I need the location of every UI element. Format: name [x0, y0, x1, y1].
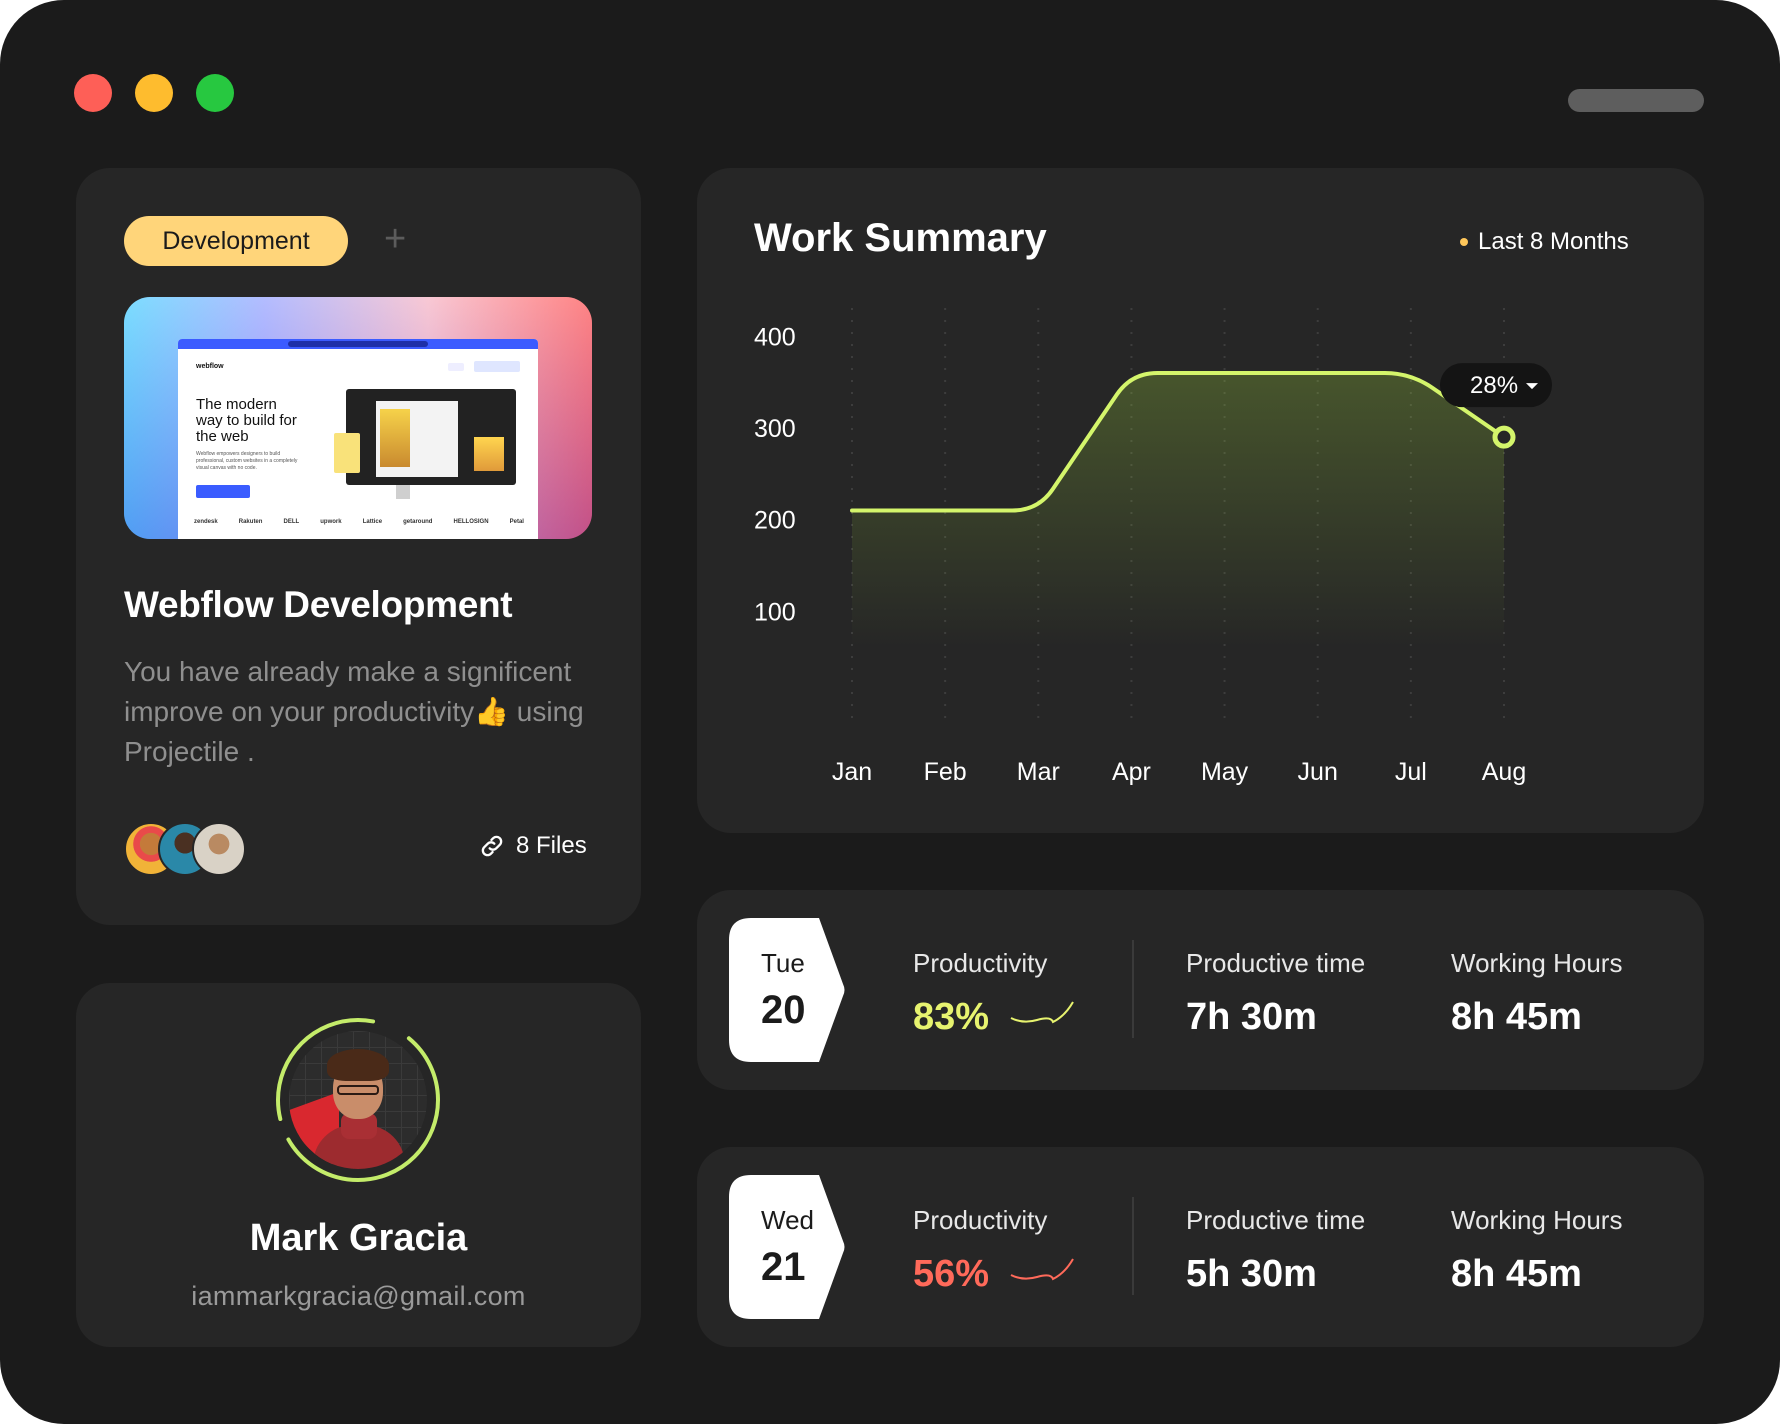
project-card[interactable]: Development + webflow The modern way to …	[76, 168, 641, 925]
profile-name: Mark Gracia	[249, 1217, 468, 1259]
date-badge	[729, 918, 845, 1062]
period-dot-icon	[1460, 238, 1468, 246]
productive-time-label: Productive time	[1186, 948, 1366, 978]
profile-card: Mark Gracia iammarkgracia@gmail.com	[76, 983, 641, 1347]
productivity-label: Productivity	[913, 1205, 1048, 1235]
link-icon	[481, 835, 503, 857]
minimize-button[interactable]	[135, 74, 173, 112]
period-label: Last 8 Months	[1478, 228, 1629, 255]
close-button[interactable]	[74, 74, 112, 112]
x-tick-label: Feb	[924, 758, 967, 786]
day-stats-row[interactable]: Wed 21 Productivity 56% Productive time …	[697, 1147, 1704, 1347]
profile-email[interactable]: iammarkgracia@gmail.com	[191, 1281, 526, 1311]
working-hours-value: 8h 45m	[1451, 996, 1582, 1038]
chart-area	[852, 373, 1504, 648]
x-tick-label: Jun	[1298, 758, 1338, 786]
working-hours-value: 8h 45m	[1451, 1253, 1582, 1295]
x-tick-label: Jul	[1395, 758, 1427, 786]
productivity-value: 83%	[913, 996, 990, 1038]
preview-browser-mockup: webflow The modern way to build for the …	[178, 339, 538, 539]
y-tick-label: 300	[754, 415, 796, 443]
avatar-ring	[276, 1018, 440, 1182]
category-tag[interactable]: Development	[124, 216, 348, 266]
files-link[interactable]: 8 Files	[478, 832, 587, 860]
period-selector[interactable]: Last 8 Months	[1460, 228, 1629, 256]
avatar[interactable]	[192, 822, 246, 876]
avatar[interactable]	[289, 1031, 427, 1169]
team-avatars[interactable]	[124, 822, 246, 876]
x-tick-label: Aug	[1482, 758, 1526, 786]
preview-logos: zendesk Rakuten DELL upwork Lattice geta…	[194, 519, 524, 525]
chart-line	[850, 371, 1506, 513]
productivity-sparkline	[1010, 1258, 1074, 1281]
work-summary-chart: 400 300 200 100 Jan Feb Mar Apr May Jun Jul Aug 28…	[754, 308, 1552, 786]
preview-headline: The modern way to build for the web	[196, 396, 297, 445]
day-stats-row[interactable]: Tue 20 Productivity 83% Productive time …	[697, 890, 1704, 1090]
weekday-label: Tue	[761, 948, 805, 978]
working-hours-label: Working Hours	[1451, 948, 1623, 978]
x-tick-label: May	[1201, 758, 1249, 786]
productivity-value: 56%	[913, 1253, 990, 1295]
y-tick-label: 400	[754, 323, 796, 351]
chart-tooltip[interactable]: 28%	[1440, 363, 1552, 408]
files-count: 8 Files	[516, 832, 587, 859]
y-tick-label: 200	[754, 507, 796, 535]
preview-nav-logo: webflow	[196, 363, 224, 370]
date-number: 21	[761, 1245, 806, 1289]
x-tick-label: Jan	[832, 758, 872, 786]
project-description: You have already make a significent impr…	[124, 656, 584, 767]
work-summary-card: Work Summary Last 8 Months 400 300 200 100 …	[697, 168, 1704, 833]
date-badge	[729, 1175, 845, 1319]
preview-subtext: Webflow empowers designers to build prof…	[196, 451, 298, 471]
weekday-label: Wed	[761, 1205, 814, 1235]
productivity-sparkline	[1010, 1001, 1074, 1024]
project-preview-image: webflow The modern way to build for the …	[124, 297, 592, 539]
date-number: 20	[761, 988, 806, 1032]
project-title: Webflow Development	[124, 584, 513, 625]
working-hours-label: Working Hours	[1451, 1205, 1623, 1235]
productive-time-value: 5h 30m	[1186, 1253, 1317, 1295]
work-summary-title: Work Summary	[754, 216, 1047, 260]
maximize-button[interactable]	[196, 74, 234, 112]
x-tick-label: Mar	[1017, 758, 1060, 786]
window-handle[interactable]	[1568, 89, 1704, 112]
chart-highlight-point[interactable]	[1492, 425, 1516, 449]
productivity-label: Productivity	[913, 948, 1048, 978]
plus-icon[interactable]: +	[384, 218, 407, 260]
caret-down-icon	[1526, 383, 1538, 390]
chart-tooltip-value: 28%	[1470, 372, 1518, 399]
x-tick-label: Apr	[1112, 758, 1151, 786]
productive-time-label: Productive time	[1186, 1205, 1366, 1235]
y-tick-label: 100	[754, 598, 796, 626]
productive-time-value: 7h 30m	[1186, 996, 1317, 1038]
